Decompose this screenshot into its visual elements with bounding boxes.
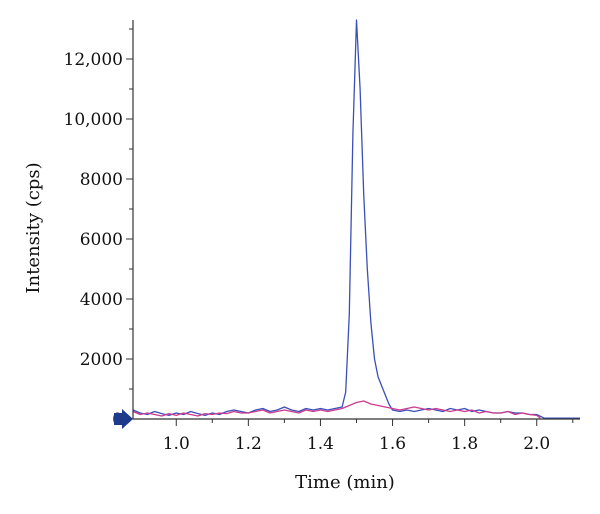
y-tick-label: 4000 bbox=[80, 290, 123, 310]
y-axis-title: Intensity (cps) bbox=[23, 162, 44, 293]
series-line-2 bbox=[132, 400, 541, 419]
ticks: 0200040006000800010,00012,0001.01.21.41.… bbox=[64, 28, 574, 454]
y-tick-label: 8000 bbox=[80, 170, 123, 190]
x-tick-label: 1.6 bbox=[379, 434, 406, 454]
x-tick-label: 1.4 bbox=[307, 434, 334, 454]
series-layer bbox=[132, 19, 580, 419]
arrow-right-icon bbox=[114, 409, 133, 429]
x-tick-label: 1.0 bbox=[163, 434, 190, 454]
y-tick-label: 12,000 bbox=[64, 50, 123, 70]
y-tick-label: 10,000 bbox=[64, 110, 123, 130]
y-tick-label: 6000 bbox=[80, 230, 123, 250]
x-axis-title: Time (min) bbox=[295, 472, 395, 493]
series-line-1 bbox=[132, 19, 580, 419]
x-tick-label: 1.2 bbox=[235, 434, 262, 454]
axes bbox=[132, 20, 580, 420]
x-tick-label: 2.0 bbox=[523, 434, 550, 454]
y-tick-label: 2000 bbox=[80, 350, 123, 370]
x-tick-label: 1.8 bbox=[451, 434, 478, 454]
